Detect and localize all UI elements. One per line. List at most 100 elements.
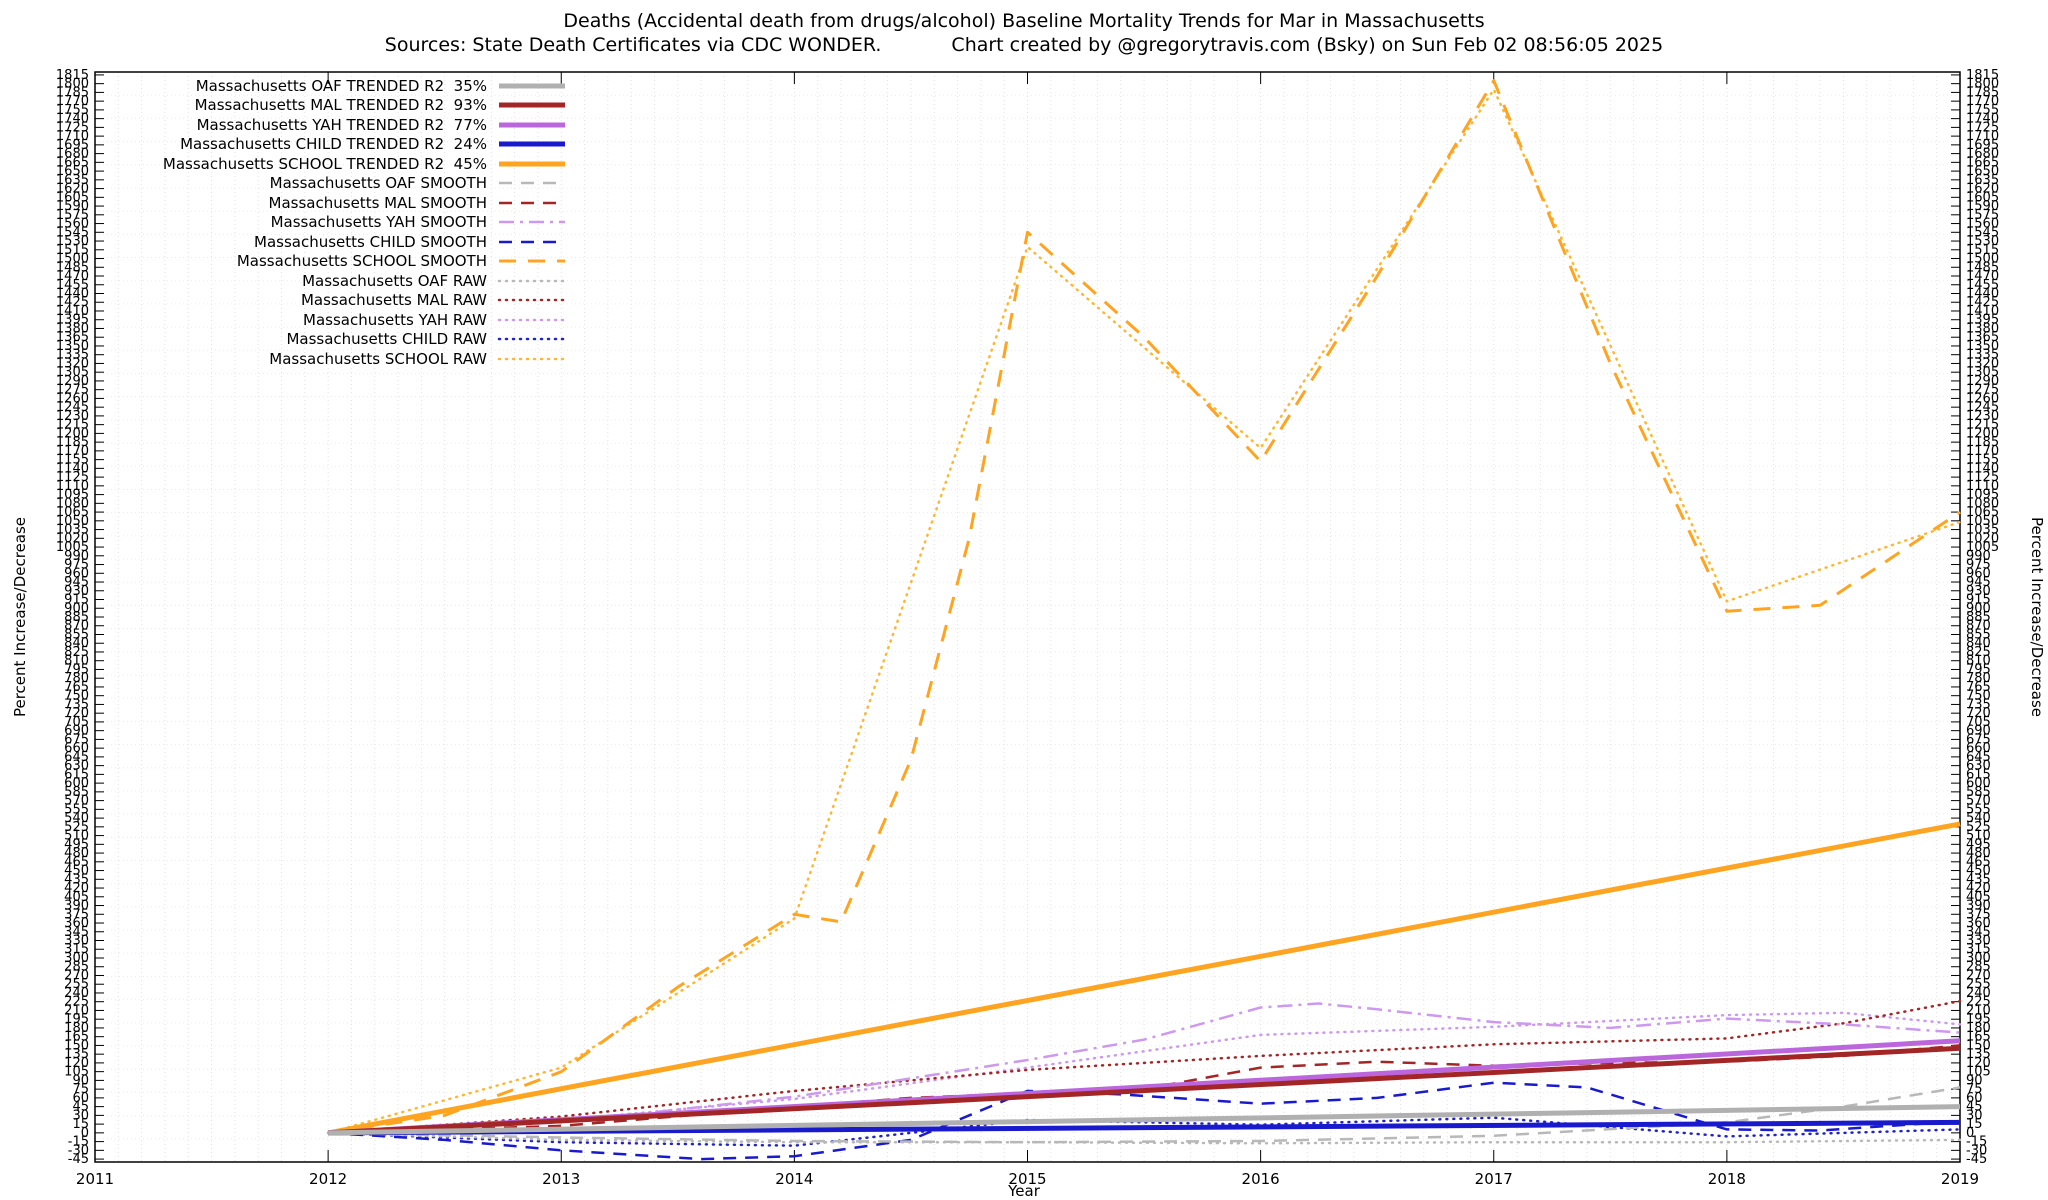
y-tick-label-right: 855 bbox=[1966, 627, 1991, 642]
chart-subtitle-credit: Chart created by @gregorytravis.com (Bsk… bbox=[951, 34, 1664, 56]
y-tick-label-left: 75 bbox=[72, 1082, 89, 1097]
legend-line-sample bbox=[497, 299, 567, 302]
y-tick-label-right: 75 bbox=[1966, 1082, 1983, 1097]
y-tick-label-right: 600 bbox=[1966, 776, 1991, 791]
y-tick-label-left: 30 bbox=[72, 1108, 89, 1123]
y-tick-label-left: 840 bbox=[64, 636, 89, 651]
y-tick-label-right: 375 bbox=[1966, 907, 1991, 922]
y-tick-label-right: 1290 bbox=[1966, 374, 1999, 389]
y-tick-label-left: 615 bbox=[64, 767, 89, 782]
y-tick-label-right: 510 bbox=[1966, 829, 1991, 844]
y-tick-label-left: 1695 bbox=[56, 138, 89, 153]
y-tick-label-left: 255 bbox=[64, 977, 89, 992]
y-tick-label-right: 105 bbox=[1966, 1065, 1991, 1080]
legend-item-child-trended: Massachusetts CHILD TRENDED R2 24% bbox=[95, 135, 567, 155]
y-tick-label-right: 360 bbox=[1966, 916, 1991, 931]
y-tick-label-right: -45 bbox=[1966, 1152, 1987, 1167]
y-tick-label-right: 270 bbox=[1966, 968, 1991, 983]
y-tick-label-right: 330 bbox=[1966, 934, 1991, 949]
y-tick-label-left: 105 bbox=[64, 1065, 89, 1080]
y-tick-label-left: 1230 bbox=[56, 409, 89, 424]
y-tick-label-right: 150 bbox=[1966, 1038, 1991, 1053]
y-tick-label-right: 1305 bbox=[1966, 365, 1999, 380]
series-line-oaf-smooth bbox=[328, 1086, 1961, 1144]
y-tick-label-left: 810 bbox=[64, 654, 89, 669]
y-tick-label-right: 1035 bbox=[1966, 523, 1999, 538]
y-tick-label-right: 1425 bbox=[1966, 295, 1999, 310]
y-tick-label-right: 885 bbox=[1966, 610, 1991, 625]
y-tick-label-right: 1440 bbox=[1966, 286, 1999, 301]
y-tick-label-right: 465 bbox=[1966, 855, 1991, 870]
legend-label: Massachusetts CHILD RAW bbox=[286, 330, 487, 349]
y-tick-label-right: 780 bbox=[1966, 671, 1991, 686]
y-tick-label-left: 1020 bbox=[56, 531, 89, 546]
y-tick-label-left: 1470 bbox=[56, 269, 89, 284]
y-tick-label-left: 945 bbox=[64, 575, 89, 590]
legend-label: Massachusetts YAH RAW bbox=[303, 310, 487, 329]
y-tick-label-left: 1620 bbox=[56, 182, 89, 197]
y-tick-label-left: 1665 bbox=[56, 155, 89, 170]
y-tick-label-right: 1245 bbox=[1966, 400, 1999, 415]
x-tick-label: 2014 bbox=[775, 1170, 813, 1188]
y-tick-label-left: 1170 bbox=[56, 444, 89, 459]
y-tick-label-right: 765 bbox=[1966, 680, 1991, 695]
y-tick-label-left: 1605 bbox=[56, 190, 89, 205]
y-tick-label-right: 1680 bbox=[1966, 147, 1999, 162]
series-line-school-smooth bbox=[327, 79, 1961, 1135]
y-tick-label-left: 1710 bbox=[56, 129, 89, 144]
y-tick-label-right: 630 bbox=[1966, 759, 1991, 774]
y-tick-label-right: 675 bbox=[1966, 732, 1991, 747]
y-tick-label-right: 1800 bbox=[1966, 77, 1999, 92]
legend-item-oaf-trended: Massachusetts OAF TRENDED R2 35% bbox=[95, 76, 567, 96]
y-tick-label-left: 1635 bbox=[56, 173, 89, 188]
y-tick-label-left: 450 bbox=[64, 864, 89, 879]
y-tick-label-right: 450 bbox=[1966, 864, 1991, 879]
x-tick-label: 2019 bbox=[1941, 1170, 1979, 1188]
legend-line-sample bbox=[499, 141, 565, 147]
legend-line-sample bbox=[499, 161, 565, 167]
y-tick-label-right: 975 bbox=[1966, 558, 1991, 573]
y-tick-label-right: 840 bbox=[1966, 636, 1991, 651]
legend-label: Massachusetts YAH TRENDED R2 77% bbox=[196, 115, 487, 134]
chart-subtitle: Sources: State Death Certificates via CD… bbox=[0, 34, 2048, 56]
y-tick-label-left: 915 bbox=[64, 593, 89, 608]
y-tick-label-right: 1545 bbox=[1966, 225, 1999, 240]
y-tick-label-right: 405 bbox=[1966, 890, 1991, 905]
legend-line-sample bbox=[499, 122, 565, 128]
y-tick-label-right: 1620 bbox=[1966, 182, 1999, 197]
y-tick-label-left: 480 bbox=[64, 846, 89, 861]
y-tick-label-left: 1290 bbox=[56, 374, 89, 389]
y-tick-label-left: 120 bbox=[64, 1056, 89, 1071]
legend-line-sample bbox=[499, 259, 565, 263]
y-tick-label-left: 930 bbox=[64, 584, 89, 599]
y-tick-label-right: 285 bbox=[1966, 960, 1991, 975]
x-tick-label: 2015 bbox=[1008, 1170, 1046, 1188]
y-tick-label-right: 195 bbox=[1966, 1012, 1991, 1027]
y-tick-label-left: 1305 bbox=[56, 365, 89, 380]
legend-label: Massachusetts SCHOOL SMOOTH bbox=[236, 252, 487, 271]
y-tick-label-left: 45 bbox=[72, 1100, 89, 1115]
y-tick-label-left: 1530 bbox=[56, 234, 89, 249]
y-tick-label-left: 1260 bbox=[56, 391, 89, 406]
legend-label: Massachusetts OAF SMOOTH bbox=[269, 174, 487, 193]
y-tick-label-right: 1785 bbox=[1966, 85, 1999, 100]
series-line-child-smooth bbox=[328, 1081, 1961, 1161]
y-tick-label-left: 465 bbox=[64, 855, 89, 870]
y-tick-label-right: 585 bbox=[1966, 785, 1991, 800]
legend-item-child-raw: Massachusetts CHILD RAW bbox=[95, 330, 567, 350]
y-tick-label-left: 660 bbox=[64, 741, 89, 756]
y-tick-label-left: 1275 bbox=[56, 383, 89, 398]
legend-label: Massachusetts OAF RAW bbox=[302, 271, 487, 290]
series-line-oaf-trended bbox=[328, 1104, 1961, 1136]
legend-line-sample bbox=[499, 240, 565, 243]
legend-line-sample bbox=[499, 83, 565, 89]
legend-item-school-raw: Massachusetts SCHOOL RAW bbox=[95, 349, 567, 369]
y-tick-label-right: 420 bbox=[1966, 881, 1991, 896]
y-tick-label-left: 990 bbox=[64, 549, 89, 564]
y-tick-label-left: 1065 bbox=[56, 505, 89, 520]
y-tick-label-left: 1110 bbox=[56, 479, 89, 494]
x-tick-label: 2017 bbox=[1475, 1170, 1513, 1188]
x-tick-label: 2016 bbox=[1242, 1170, 1280, 1188]
y-tick-label-right: 735 bbox=[1966, 697, 1991, 712]
